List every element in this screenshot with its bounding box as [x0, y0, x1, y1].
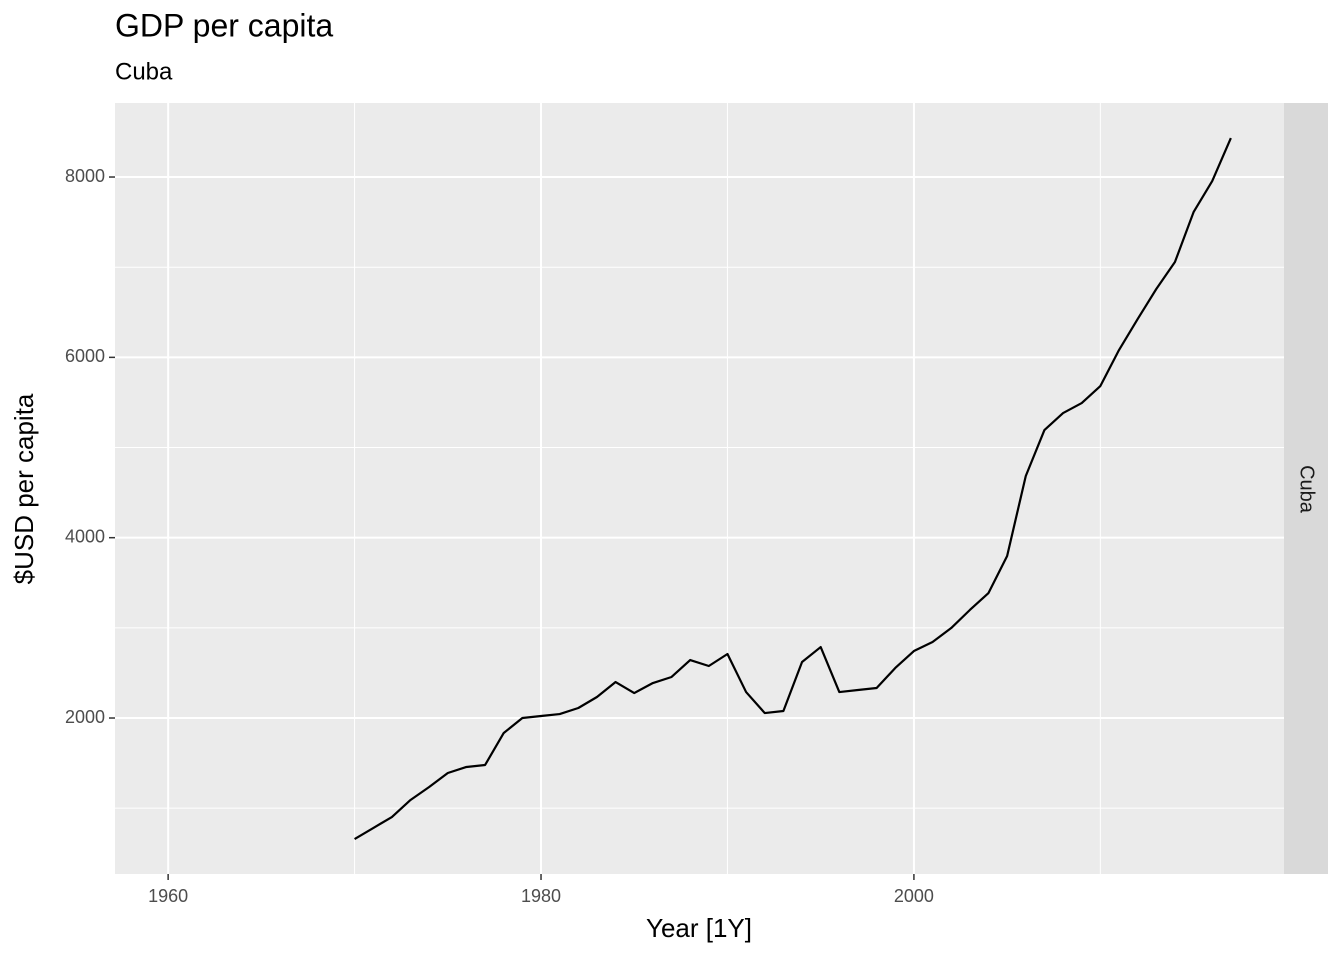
x-tick-label: 1960 [148, 886, 188, 906]
y-tick-label: 8000 [65, 166, 105, 186]
y-axis-label: $USD per capita [9, 393, 39, 584]
y-tick-label: 6000 [65, 346, 105, 366]
y-tick-label: 2000 [65, 707, 105, 727]
y-tick-label: 4000 [65, 526, 105, 546]
x-tick-label: 1980 [521, 886, 561, 906]
panel [115, 103, 1284, 874]
strip [1284, 103, 1328, 874]
chart-title: GDP per capita [115, 7, 333, 43]
x-tick-label: 2000 [894, 886, 934, 906]
strip-label: Cuba [1296, 465, 1318, 514]
line [354, 137, 1232, 840]
x-axis-label: Year [1Y] [646, 913, 752, 943]
chart-subtitle: Cuba [115, 58, 173, 85]
